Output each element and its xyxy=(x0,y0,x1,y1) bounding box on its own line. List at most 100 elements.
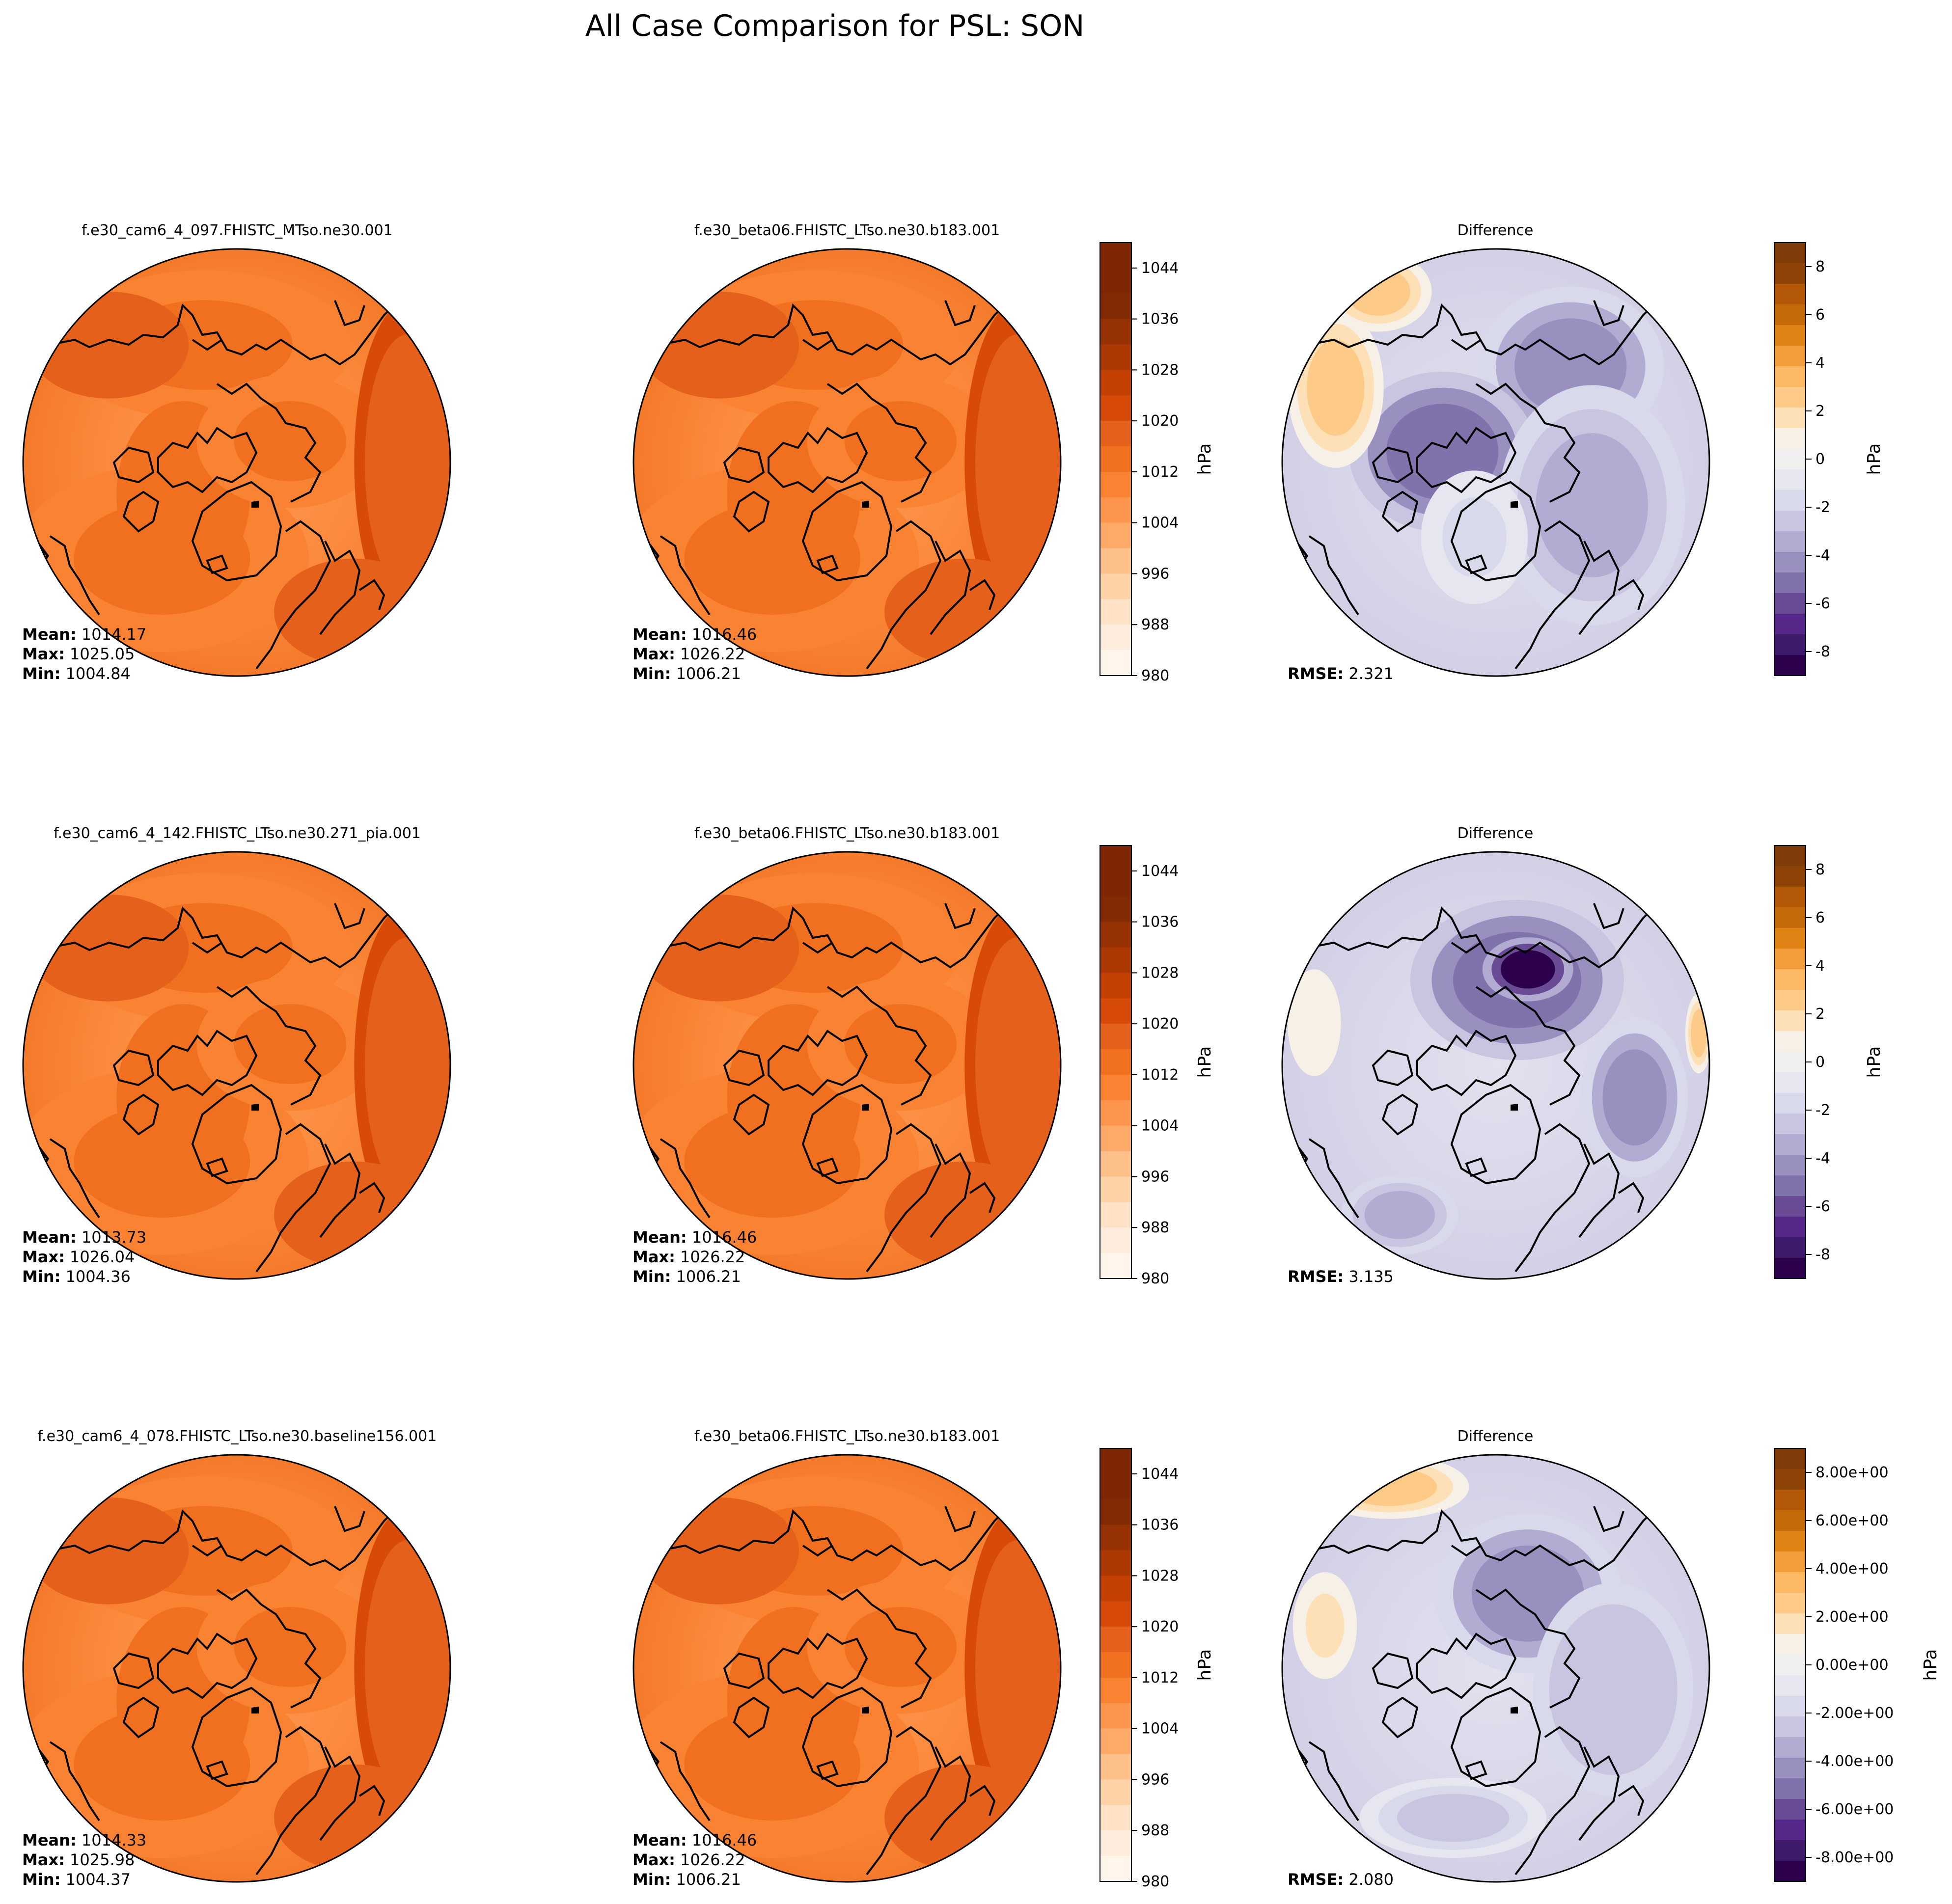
map-row3-base xyxy=(632,1454,1062,1883)
field-colorbar-row1: 980 988 996 1004 1012 1020 1028 1036 1044 hPa xyxy=(1100,242,1215,684)
colorbar-tick-label: 988 xyxy=(1141,616,1169,633)
colorbar-tick-label: 0 xyxy=(1815,451,1825,468)
mean-value: 1016.46 xyxy=(691,1228,757,1247)
max-label: Max: xyxy=(22,1850,65,1869)
map-boundary xyxy=(1281,248,1710,677)
colorbar-tick-label: -4.00e+00 xyxy=(1815,1753,1894,1770)
rmse-value: 2.080 xyxy=(1348,1870,1394,1889)
rmse-label: RMSE: xyxy=(1288,1870,1344,1889)
panel-title-row1-test: f.e30_cam6_4_097.FHISTC_MTso.ne30.001 xyxy=(82,222,393,239)
contour-patch xyxy=(986,366,1050,559)
colorbar-tick-label: -8 xyxy=(1815,643,1830,660)
max-value: 1026.04 xyxy=(70,1248,135,1266)
colorbar-bar xyxy=(1100,242,1132,676)
diff-colorbar-row2: -8 -6 -4 -2 0 2 4 6 8 hPa xyxy=(1774,845,1884,1279)
contour-patch xyxy=(753,1644,834,1757)
diff-colorbar-row1: -8 -6 -4 -2 0 2 4 6 8 hPa xyxy=(1774,242,1884,676)
colorbar-tick-label: 1044 xyxy=(1141,863,1179,880)
max-label: Max: xyxy=(22,645,65,663)
min-value: 1004.84 xyxy=(65,664,131,683)
colorbar-tick-label: 6 xyxy=(1815,306,1825,324)
contour-patch xyxy=(844,401,957,482)
mean-label: Mean: xyxy=(632,625,687,644)
colorbar-tick-label: 996 xyxy=(1141,1168,1169,1185)
map-boundary xyxy=(632,1454,1062,1883)
max-value: 1026.22 xyxy=(680,1850,745,1869)
colorbar-tick-label: 988 xyxy=(1141,1822,1169,1839)
colorbar-tick-label: 980 xyxy=(1141,667,1169,684)
max-label: Max: xyxy=(632,1850,675,1869)
colorbar-tick-label: 4 xyxy=(1815,957,1825,975)
colorbar-tick-label: 4 xyxy=(1815,354,1825,372)
stats-row2-test: Mean: 1013.73 Max: 1026.04 Min: 1004.36 xyxy=(22,1227,146,1286)
colorbar-unit-label: hPa xyxy=(1864,1046,1884,1078)
contour-patch xyxy=(1307,339,1365,436)
mean-label: Mean: xyxy=(632,1831,687,1850)
colorbar-tick-label: 1012 xyxy=(1141,463,1179,481)
colorbar-tick-label: 980 xyxy=(1141,1873,1169,1890)
stats-row2-diff: RMSE: 3.135 xyxy=(1288,1267,1394,1286)
colorbar-unit-label: hPa xyxy=(1195,1046,1215,1078)
map-boundary xyxy=(1281,851,1710,1280)
colorbar-tick-label: 8.00e+00 xyxy=(1815,1464,1889,1481)
map-row1-base xyxy=(632,248,1062,677)
contour-patch xyxy=(671,916,767,980)
contour-patch xyxy=(1500,950,1555,989)
colorbar-tick-label: 1044 xyxy=(1141,1466,1179,1483)
mean-label: Mean: xyxy=(22,1831,77,1850)
colorbar-tick-label: 1036 xyxy=(1141,1517,1179,1534)
colorbar-tick-label: -6.00e+00 xyxy=(1815,1801,1894,1818)
map-boundary xyxy=(22,248,451,677)
panel-title-row3-test: f.e30_cam6_4_078.FHISTC_LTso.ne30.baseli… xyxy=(37,1428,437,1445)
mean-value: 1016.46 xyxy=(691,625,757,644)
contour-patch xyxy=(1397,1794,1510,1842)
stats-row3-diff: RMSE: 2.080 xyxy=(1288,1870,1394,1889)
contour-patch xyxy=(234,401,346,482)
colorbar-tick-label: 8 xyxy=(1815,258,1825,275)
colorbar-tick-label: -2 xyxy=(1815,1102,1830,1119)
contour-patch xyxy=(1602,1049,1667,1146)
max-value: 1025.98 xyxy=(70,1850,135,1869)
colorbar-bar xyxy=(1774,845,1806,1279)
colorbar-tick-label: 2 xyxy=(1815,1006,1825,1023)
stats-row1-test: Mean: 1014.17 Max: 1025.05 Min: 1004.84 xyxy=(22,625,146,683)
colorbar-unit-label: hPa xyxy=(1864,443,1884,475)
colorbar-tick-label: 1012 xyxy=(1141,1669,1179,1686)
panel-title-row1-diff: Difference xyxy=(1457,222,1534,239)
contour-patch xyxy=(60,313,157,377)
contour-patch xyxy=(375,1572,440,1765)
map-row2-test xyxy=(22,851,451,1280)
map-row3-test xyxy=(22,1454,451,1883)
panel-title-row2-test: f.e30_cam6_4_142.FHISTC_LTso.ne30.271_pi… xyxy=(54,825,421,842)
map-boundary xyxy=(22,1454,451,1883)
colorbar-tick-label: -2 xyxy=(1815,499,1830,516)
min-label: Min: xyxy=(22,664,61,683)
map-boundary xyxy=(22,851,451,1280)
colorbar-tick-label: 2.00e+00 xyxy=(1815,1608,1889,1626)
contour-patch xyxy=(844,1606,957,1687)
contour-patch xyxy=(1364,1191,1435,1239)
stats-row3-base: Mean: 1016.46 Max: 1026.22 Min: 1006.21 xyxy=(632,1830,757,1889)
stats-row1-diff: RMSE: 2.321 xyxy=(1288,664,1394,683)
min-value: 1004.36 xyxy=(65,1267,131,1286)
map-boundary xyxy=(1281,1454,1710,1883)
colorbar-unit-label: hPa xyxy=(1195,443,1215,475)
contour-patch xyxy=(986,969,1050,1162)
colorbar-bar xyxy=(1774,1448,1806,1882)
min-label: Min: xyxy=(22,1267,61,1286)
colorbar-tick-label: -8 xyxy=(1815,1246,1830,1263)
colorbar-tick-label: 1004 xyxy=(1141,1117,1179,1135)
min-value: 1006.21 xyxy=(676,1267,741,1286)
mean-label: Mean: xyxy=(22,1228,77,1247)
max-label: Max: xyxy=(22,1248,65,1266)
rmse-label: RMSE: xyxy=(1288,1267,1344,1286)
contour-patch xyxy=(234,1606,346,1687)
colorbar-tick-label: -6 xyxy=(1815,1198,1830,1215)
colorbar-tick-label: 996 xyxy=(1141,565,1169,582)
contour-patch xyxy=(671,1519,767,1583)
colorbar-tick-label: 1028 xyxy=(1141,964,1179,981)
colorbar-tick-label: 1004 xyxy=(1141,1720,1179,1738)
colorbar-tick-label: 1020 xyxy=(1141,412,1179,430)
map-row2-base xyxy=(632,851,1062,1280)
